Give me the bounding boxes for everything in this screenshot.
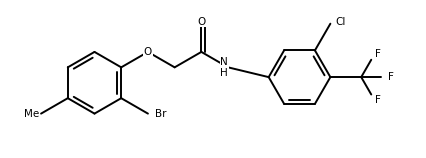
Text: O: O	[197, 17, 205, 27]
Text: Me: Me	[24, 109, 39, 119]
Text: F: F	[388, 72, 394, 82]
Text: Cl: Cl	[335, 17, 345, 27]
Text: F: F	[374, 95, 380, 105]
Text: O: O	[144, 47, 152, 57]
Text: F: F	[374, 49, 380, 59]
Text: N
H: N H	[220, 57, 228, 78]
Text: Br: Br	[155, 109, 166, 119]
